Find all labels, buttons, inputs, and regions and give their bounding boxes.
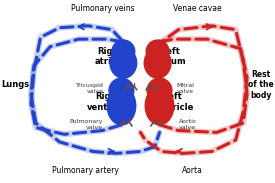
Text: Venae cavae: Venae cavae <box>173 4 222 13</box>
Text: Lungs: Lungs <box>1 80 29 89</box>
Text: Left
ventricle: Left ventricle <box>152 92 194 112</box>
Text: Mitral
valve: Mitral valve <box>177 83 194 94</box>
Text: Right
atrium: Right atrium <box>94 47 126 66</box>
Ellipse shape <box>145 87 174 125</box>
Text: Pulmonary artery: Pulmonary artery <box>52 166 119 175</box>
Ellipse shape <box>107 87 136 125</box>
Text: Pulmonary veins: Pulmonary veins <box>71 4 134 13</box>
Circle shape <box>109 78 134 103</box>
Circle shape <box>147 78 172 103</box>
Text: Left
atrium: Left atrium <box>155 47 187 66</box>
Ellipse shape <box>110 48 137 78</box>
Ellipse shape <box>144 48 171 78</box>
Text: Rest
of the
body: Rest of the body <box>249 70 274 100</box>
Text: Right
ventricle: Right ventricle <box>87 92 129 112</box>
Text: Aortic
valve: Aortic valve <box>178 119 197 130</box>
Circle shape <box>112 40 135 63</box>
Text: Aorta: Aorta <box>182 166 203 175</box>
Text: Tricuspid
valve: Tricuspid valve <box>76 83 104 94</box>
Circle shape <box>146 40 169 63</box>
Text: Pulmonary
valve: Pulmonary valve <box>69 119 102 130</box>
